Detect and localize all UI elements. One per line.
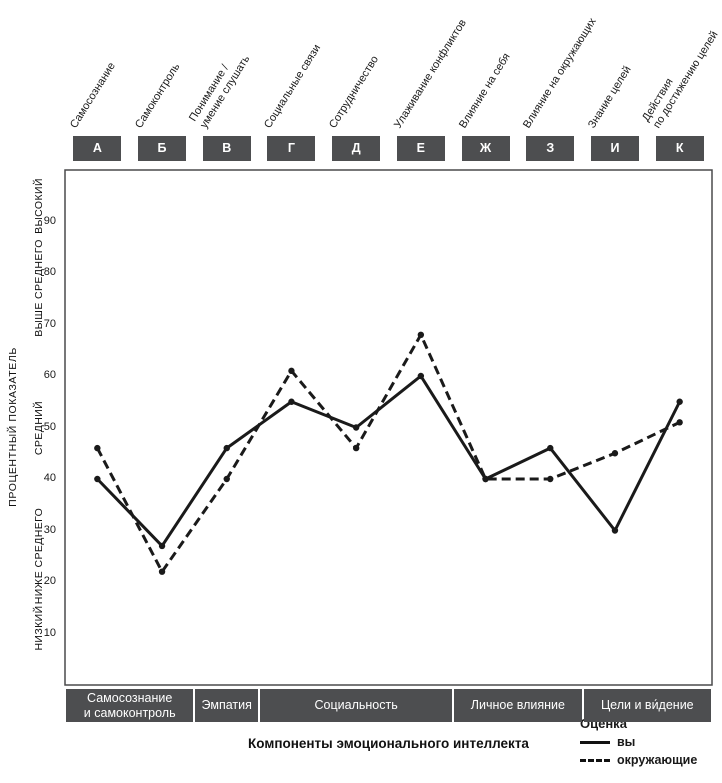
data-point-вы <box>417 372 425 380</box>
y-tick-label: 90 <box>43 214 56 227</box>
column-letter-box: Б <box>138 136 187 161</box>
data-point-окружающие <box>417 331 425 338</box>
data-point-вы <box>288 398 295 405</box>
y-tick-label: 20 <box>43 575 56 587</box>
category-group-box: Самосознание и самоконтроль <box>66 689 194 722</box>
data-point-вы <box>611 527 619 534</box>
data-point-окружающие <box>676 419 683 426</box>
y-tick-label: 30 <box>43 523 56 536</box>
y-zone-label: НИЗКИЙ <box>33 605 45 651</box>
category-group-box: Личное влияние <box>454 689 582 722</box>
column-letter-box: Ж <box>461 136 510 161</box>
data-point-вы <box>676 398 683 405</box>
data-point-вы <box>547 444 554 452</box>
category-group-box: Цели и ви́дение <box>583 689 711 722</box>
series-line-окружающие <box>96 333 681 574</box>
y-tick-label: 80 <box>43 266 56 278</box>
data-point-окружающие <box>158 568 166 575</box>
y-zone-label: НИЖЕ СРЕДНЕГО <box>33 508 45 605</box>
solid-line-sample-icon <box>580 740 610 744</box>
series-line-вы <box>96 374 681 548</box>
data-point-окружающие <box>94 444 101 452</box>
data-point-окружающие <box>288 367 295 375</box>
legend-label-you: вы <box>617 735 636 749</box>
category-group-box: Социальность <box>260 689 453 722</box>
y-zone-label: СРЕДНИЙ <box>33 400 45 455</box>
data-point-окружающие <box>482 475 489 483</box>
y-tick-label: 40 <box>43 472 56 484</box>
legend-item-you: вы <box>580 735 697 749</box>
data-point-вы <box>158 542 166 550</box>
column-letter-box: З <box>526 136 575 161</box>
y-tick-label: 60 <box>43 369 56 381</box>
x-axis-title: Компоненты эмоционального интеллекта <box>248 736 529 751</box>
data-point-вы <box>94 475 101 483</box>
data-point-окружающие <box>547 475 554 483</box>
column-letter-box: И <box>590 136 639 161</box>
legend-item-others: окружающие <box>580 753 697 767</box>
data-point-вы <box>223 444 230 452</box>
y-zone-label: ВЫШЕ СРЕДНЕГО <box>33 239 45 338</box>
dashed-line-sample-icon <box>580 758 610 762</box>
column-letter-box: В <box>202 136 251 161</box>
data-point-окружающие <box>223 475 230 483</box>
y-tick-label: 10 <box>43 626 56 639</box>
y-zone-label: ВЫСОКИЙ <box>33 178 45 234</box>
data-point-вы <box>352 424 360 431</box>
category-group-box: Эмпатия <box>195 689 259 722</box>
column-letter-box: А <box>73 136 122 161</box>
y-tick-label: 50 <box>43 420 56 433</box>
column-letter-box: Д <box>332 136 381 161</box>
legend: Оценка вы окружающие <box>580 716 697 767</box>
column-letter-box: Г <box>267 136 316 161</box>
y-axis-title: ПРОЦЕНТНЫЙ ПОКАЗАТЕЛЬ <box>7 347 19 507</box>
y-tick-label: 70 <box>43 317 56 330</box>
column-letter-box: К <box>655 136 704 161</box>
column-letter-box: Е <box>396 136 445 161</box>
plot-frame <box>64 169 713 686</box>
data-point-окружающие <box>611 450 619 457</box>
legend-label-others: окружающие <box>617 753 698 767</box>
data-point-окружающие <box>352 444 360 452</box>
